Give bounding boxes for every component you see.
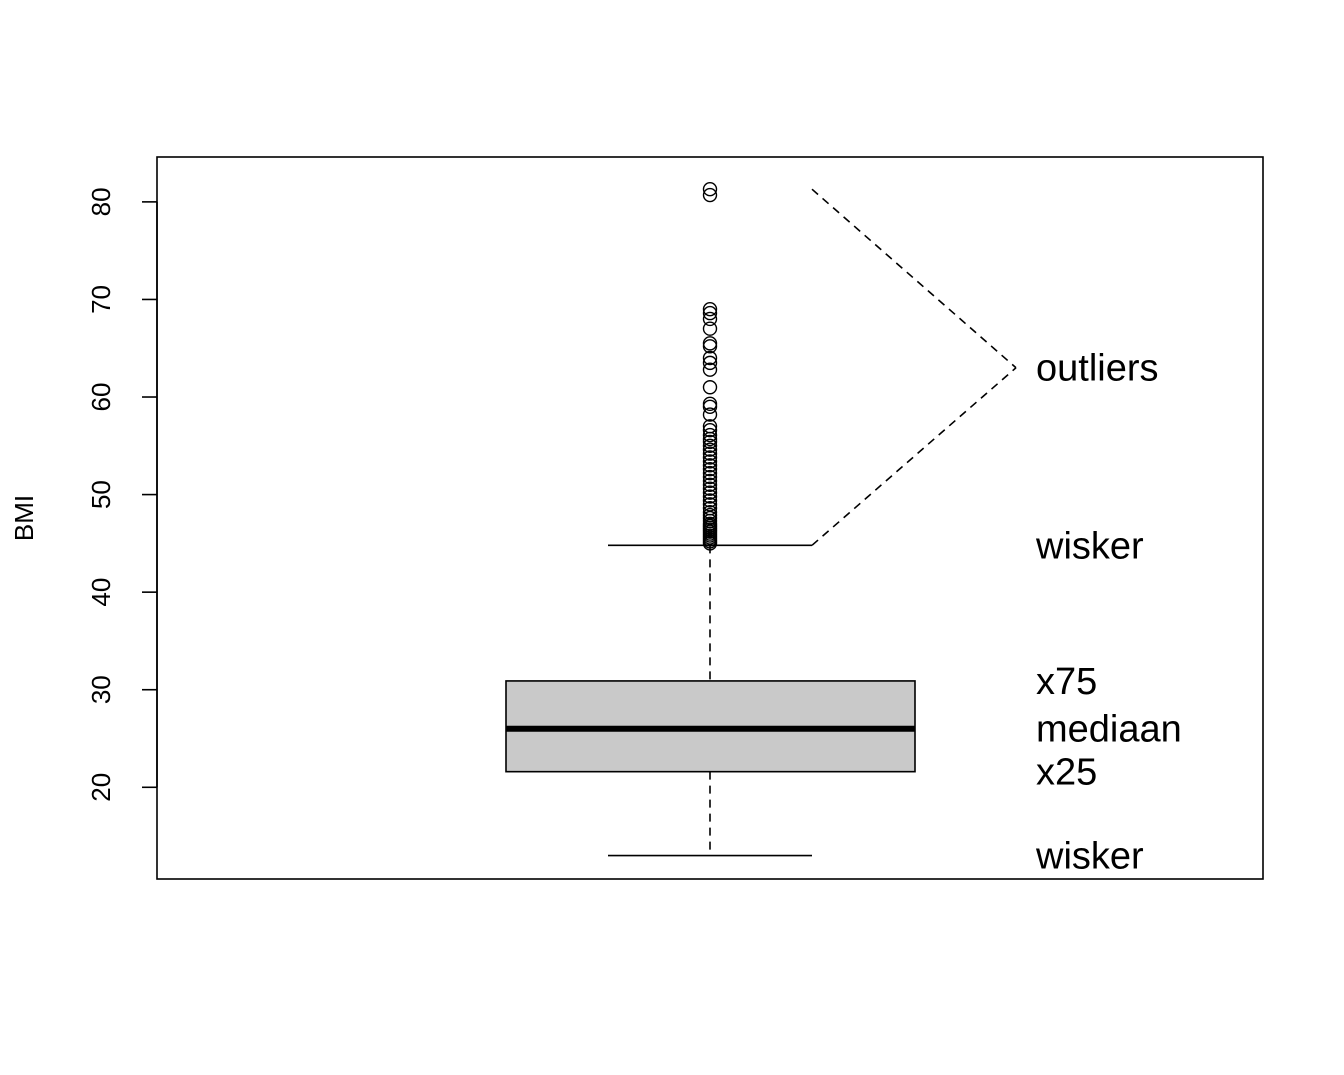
outlier-point: [702, 450, 718, 465]
y-axis-title: BMI: [9, 495, 39, 541]
outlier-point: [702, 446, 718, 461]
outlier-points: [702, 181, 718, 551]
outlier-point: [702, 465, 718, 481]
y-axis: 20 30 40 50 60 70 80: [86, 187, 158, 802]
outlier-point: [702, 181, 718, 197]
outlier-point: [702, 350, 718, 366]
y-tick-label: 70: [86, 285, 116, 314]
outlier-point: [702, 187, 718, 203]
outlier-point: [702, 485, 718, 500]
annotation-x75: x75: [1036, 661, 1097, 703]
outlier-point: [702, 321, 718, 336]
outlier-point: [702, 336, 718, 351]
outlier-point: [702, 458, 718, 473]
y-tick-label: 20: [86, 773, 116, 802]
outlier-point: [702, 355, 718, 371]
outlier-point: [702, 489, 718, 504]
outlier-point: [702, 380, 718, 395]
annotation-wisker-bottom: wisker: [1035, 836, 1144, 878]
outlier-point: [702, 536, 718, 551]
outlier-point: [702, 362, 718, 377]
y-tick-label: 50: [86, 480, 116, 509]
outlier-point: [702, 407, 718, 422]
outlier-point: [702, 477, 718, 493]
annotation-x25: x25: [1036, 752, 1097, 794]
annotation-wisker-top: wisker: [1035, 525, 1144, 567]
y-tick-label: 80: [86, 187, 116, 216]
outlier-point: [702, 493, 718, 508]
annotation-outliers: outliers: [1036, 348, 1159, 390]
outlier-point: [702, 454, 718, 469]
outliers-lower-pointer: [811, 367, 1017, 546]
outliers-upper-pointer: [811, 188, 1017, 369]
annotation-mediaan: mediaan: [1036, 709, 1182, 751]
outlier-point: [702, 442, 718, 457]
outlier-point: [702, 427, 718, 443]
outlier-point: [702, 339, 718, 354]
outlier-point: [702, 438, 718, 453]
annotation-lines: [811, 188, 1017, 546]
boxplot: [505, 544, 916, 857]
outlier-point: [702, 422, 718, 438]
y-tick-label: 60: [86, 383, 116, 412]
outlier-point: [702, 399, 718, 414]
y-tick-label: 30: [86, 675, 116, 704]
outlier-point: [702, 481, 718, 496]
outlier-point: [702, 462, 718, 477]
outlier-point: [702, 305, 718, 321]
outlier-point: [702, 469, 718, 485]
y-tick-label: 40: [86, 578, 116, 607]
outlier-point: [702, 434, 718, 450]
outlier-point: [702, 302, 718, 317]
outlier-point: [702, 311, 718, 327]
outlier-point: [702, 473, 718, 489]
